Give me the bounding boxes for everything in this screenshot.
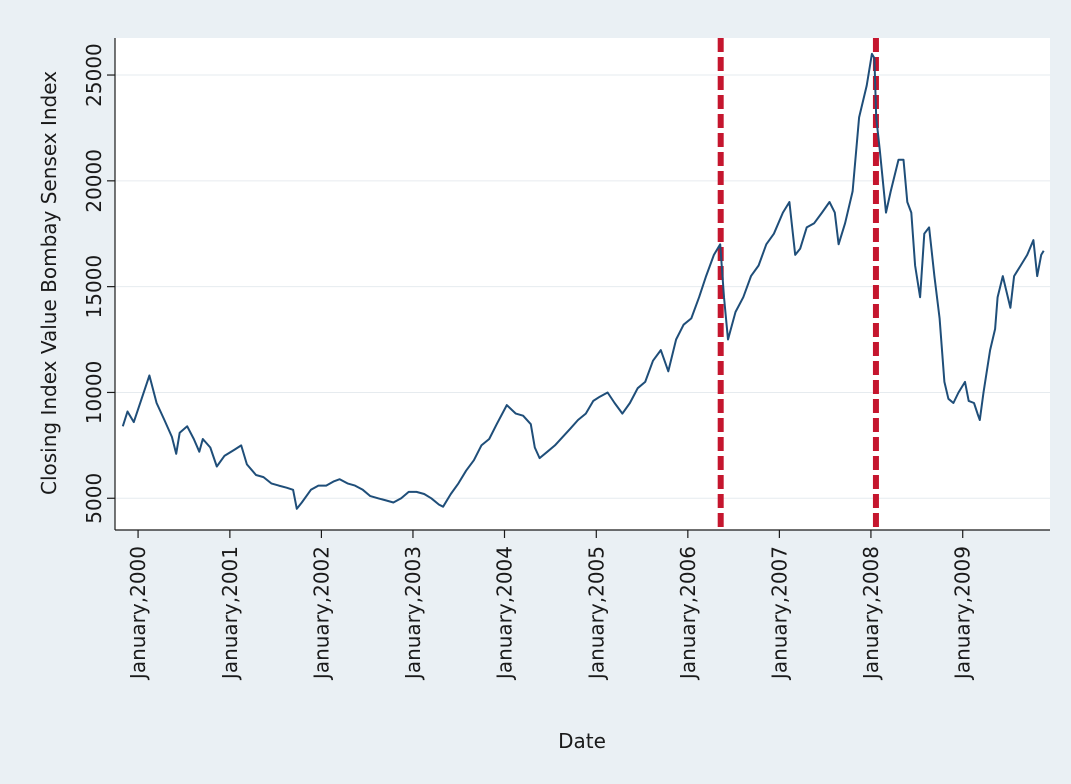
series-line [121,52,1045,510]
y-axis-label: Closing Index Value Bombay Sensex Index [37,71,61,495]
x-tick-label: January,2002 [309,546,333,681]
x-tick-label: January,2006 [676,546,700,681]
x-tick-label: January,2001 [218,546,242,681]
y-axis-ticks: 5000 10000 15000 20000 25000 [82,43,115,524]
y-tick-label: 20000 [82,149,106,213]
x-axis-label: Date [558,729,606,753]
x-tick-label: January,2005 [584,546,608,681]
x-tick-label: January,2008 [859,546,883,681]
x-axis-ticks: January,2000 January,2001 January,2002 Janu… [126,530,975,681]
x-tick-label: January,2000 [126,546,150,681]
y-tick-label: 5000 [82,473,106,524]
series-group [121,52,1045,510]
x-tick-label: January,2003 [401,546,425,681]
plot-area [115,38,1050,530]
y-tick-label: 10000 [82,361,106,425]
y-tick-label: 25000 [82,43,106,107]
x-tick-label: January,2009 [951,546,975,681]
x-tick-label: January,2007 [767,546,791,681]
grid-lines [115,74,1050,499]
x-tick-label: January,2004 [492,546,516,681]
y-tick-label: 15000 [82,255,106,319]
